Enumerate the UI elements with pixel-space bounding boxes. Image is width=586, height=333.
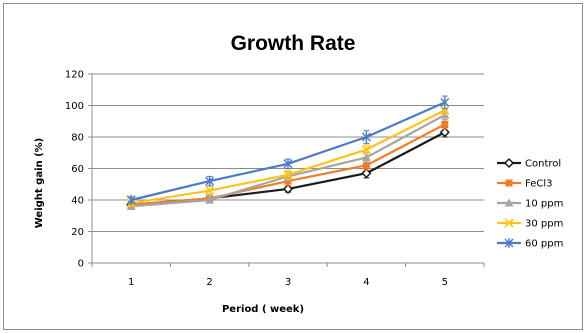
legend-marker (504, 218, 514, 228)
chart-frame (3, 3, 583, 330)
data-point (440, 105, 450, 115)
y-tick-label: 40 (71, 196, 84, 207)
data-point (439, 127, 450, 138)
chart-title: Growth Rate (231, 32, 356, 55)
data-point (283, 170, 293, 180)
data-point (361, 145, 371, 155)
y-tick-label: 60 (71, 164, 84, 175)
legend-item: 30 ppm (497, 218, 563, 230)
data-point (205, 195, 215, 204)
legend-label: 60 ppm (525, 239, 563, 250)
legend-marker (504, 238, 514, 248)
series-layer (126, 95, 450, 210)
y-axis-ticks: 0 20 40 60 80 100 120 (65, 70, 92, 270)
data-point (361, 168, 372, 179)
legend: Control FeCl3 10 ppm 30 ppm 60 ppm (497, 157, 563, 250)
data-point (205, 176, 215, 187)
data-point (126, 195, 136, 205)
x-tick-label: 2 (206, 277, 212, 288)
legend-item: FeCl3 (497, 179, 552, 190)
data-point (283, 158, 293, 169)
data-point (282, 183, 294, 195)
legend-label: 10 ppm (525, 199, 563, 210)
y-tick-label: 0 (78, 259, 84, 270)
x-tick-label: 3 (285, 277, 291, 288)
legend-marker (504, 198, 514, 207)
data-point (362, 161, 370, 169)
x-tick-label: 5 (442, 277, 448, 288)
legend-item: 10 ppm (497, 198, 563, 210)
y-tick-label: 120 (65, 70, 84, 81)
legend-marker (505, 179, 513, 187)
legend-label: 30 ppm (525, 219, 563, 230)
legend-label: FeCl3 (525, 179, 552, 190)
legend-label: Control (525, 159, 561, 170)
data-point (361, 152, 371, 161)
y-tick-label: 80 (71, 133, 84, 144)
grid-lines (92, 73, 484, 232)
x-tick-label: 4 (363, 277, 369, 288)
x-axis-ticks: 1 2 3 4 5 (91, 263, 485, 288)
y-tick-label: 20 (71, 227, 84, 238)
legend-item: 60 ppm (497, 238, 563, 250)
x-tick-label: 1 (128, 277, 134, 288)
x-axis-label: Period ( week) (222, 304, 304, 315)
legend-item: Control (497, 157, 561, 170)
y-axis-label: Weight gain (%) (34, 138, 45, 229)
data-point (440, 97, 450, 108)
legend-marker (503, 157, 515, 169)
series-60-ppm (126, 95, 450, 205)
y-tick-label: 100 (65, 101, 84, 112)
data-point (441, 120, 449, 128)
data-point (361, 132, 371, 142)
data-point (205, 185, 215, 196)
